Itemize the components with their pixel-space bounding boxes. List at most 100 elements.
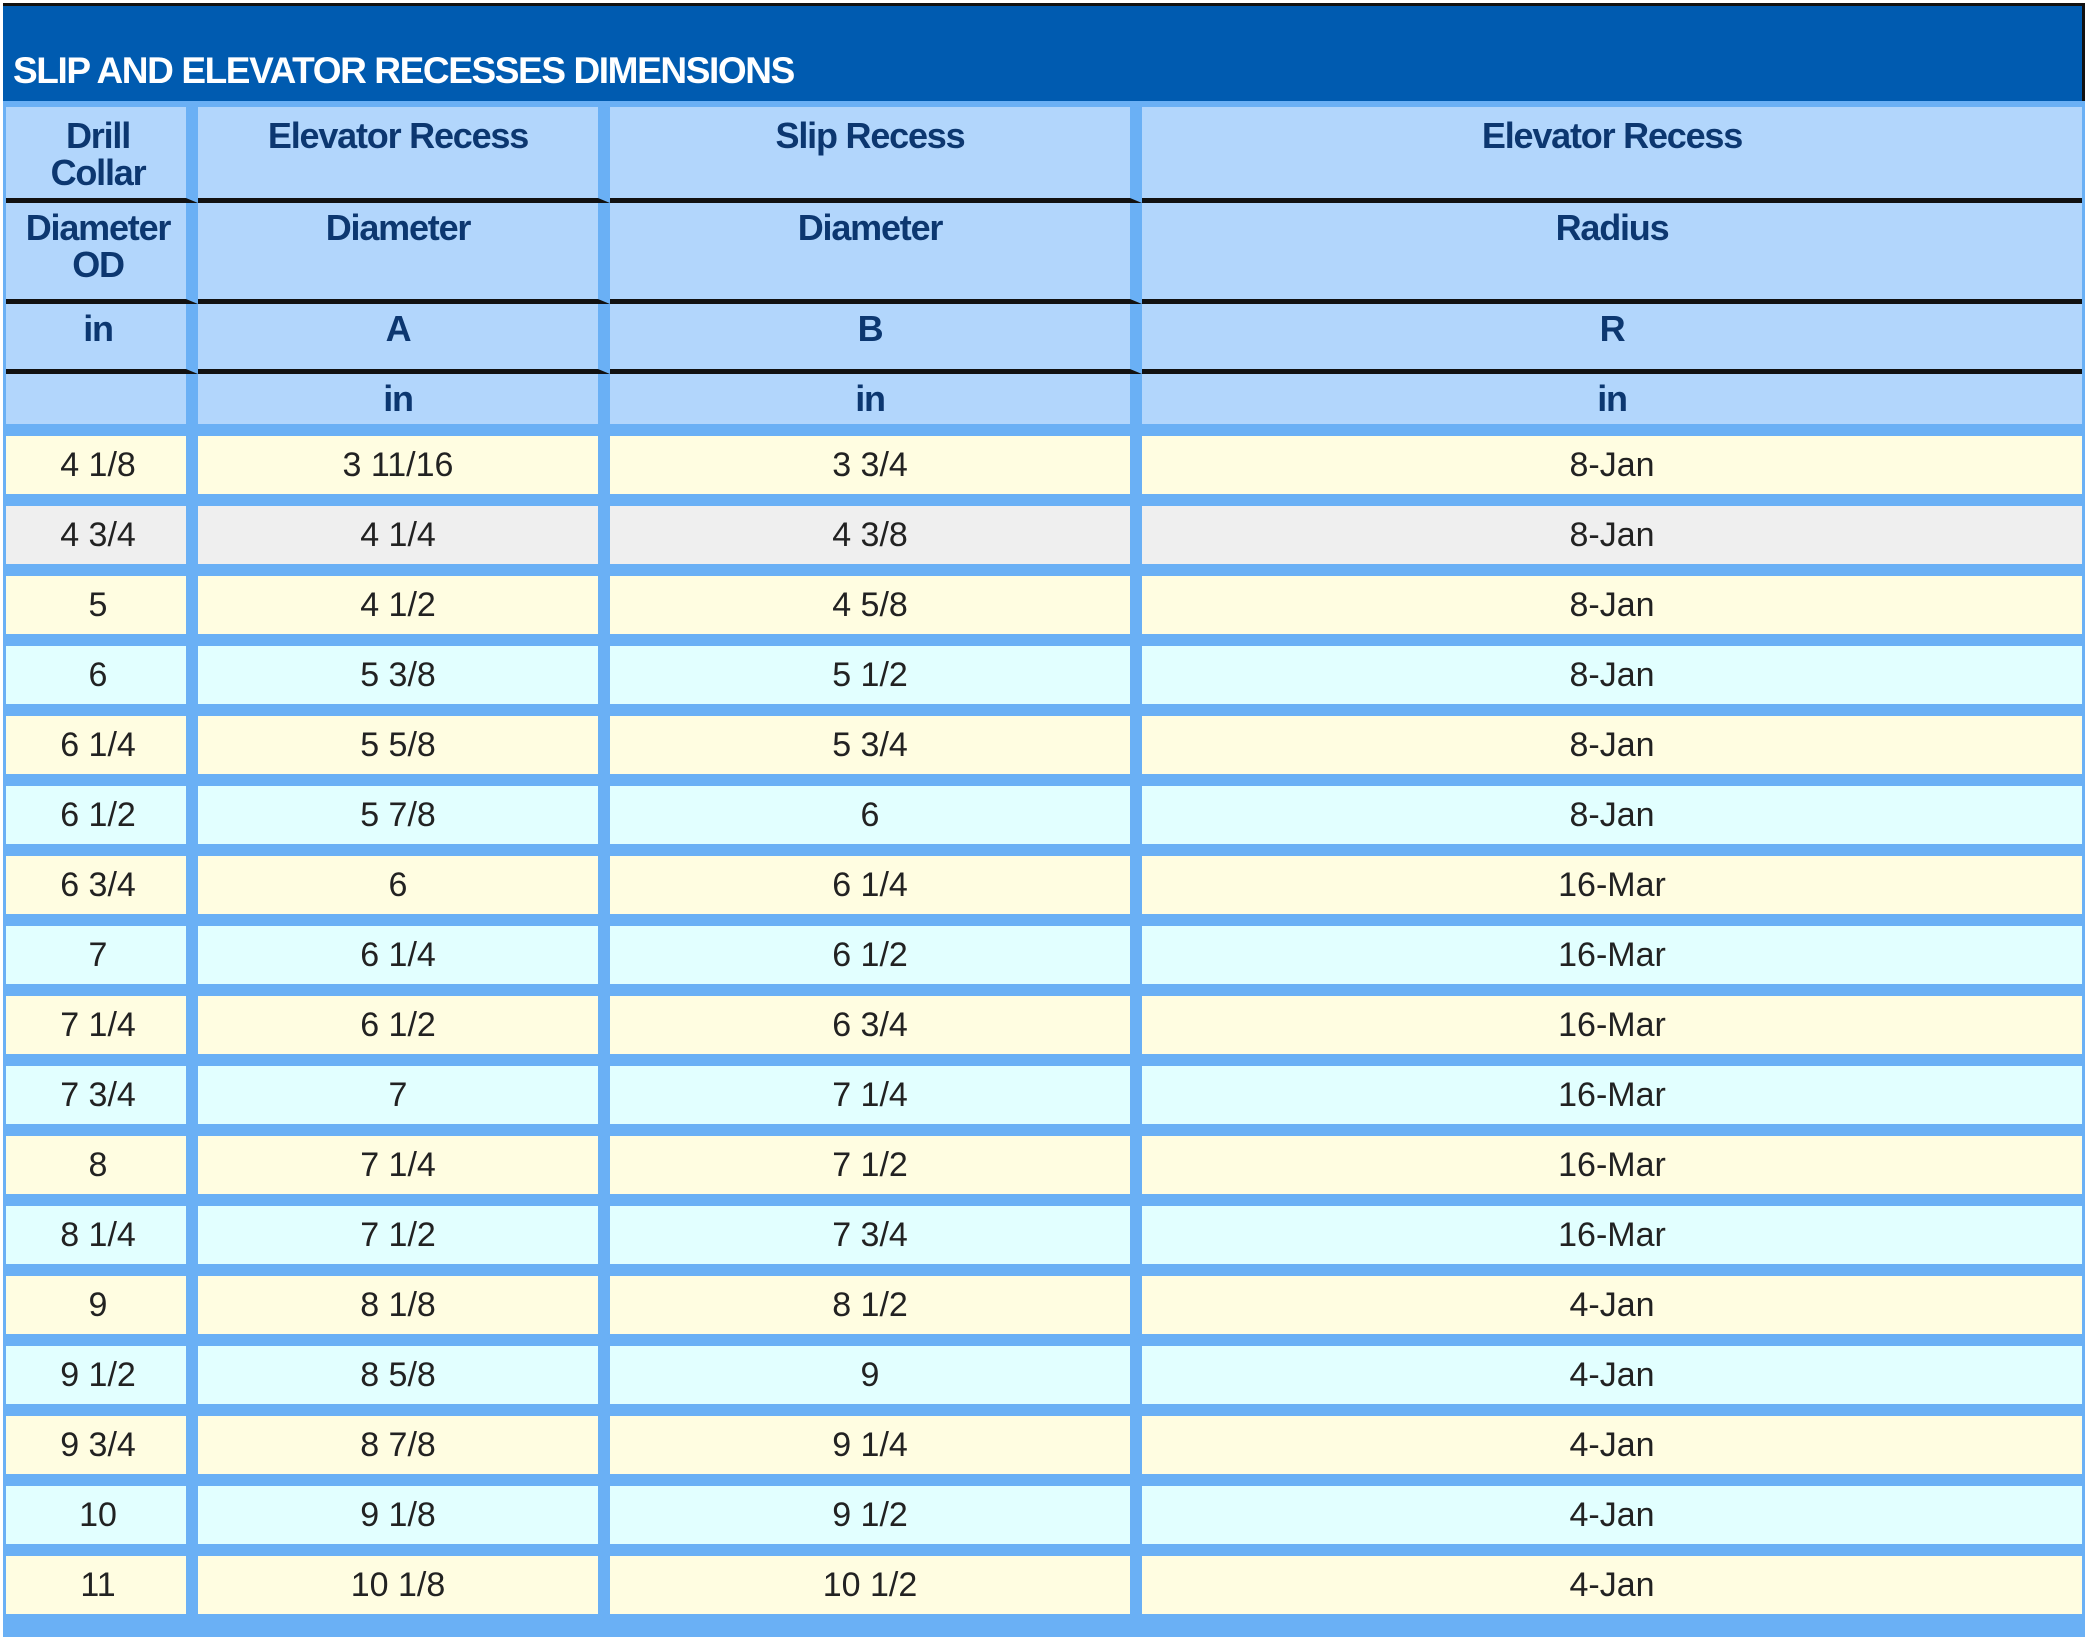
header-row-measures: Diameter OD Diameter Diameter Radius: [6, 203, 2082, 304]
cell-collar-od: 4 3/4: [6, 506, 198, 576]
cell-collar-od: 9 3/4: [6, 1416, 198, 1486]
cell-slip-diameter: 5 1/2: [610, 646, 1142, 716]
cell-slip-diameter: 9: [610, 1346, 1142, 1416]
cell-collar-od: 9 1/2: [6, 1346, 198, 1416]
cell-elevator-radius: 8-Jan: [1142, 646, 2082, 716]
header-symbol-a: A: [198, 304, 610, 374]
cell-slip-diameter: 5 3/4: [610, 716, 1142, 786]
cell-elevator-radius: 4-Jan: [1142, 1556, 2082, 1614]
table-row: 4 3/4 4 1/4 4 3/8 8-Jan: [6, 506, 2082, 576]
cell-elevator-diameter: 6 1/2: [198, 996, 610, 1066]
cell-elevator-radius: 8-Jan: [1142, 506, 2082, 576]
cell-elevator-radius: 8-Jan: [1142, 436, 2082, 506]
table-row: 9 3/4 8 7/8 9 1/4 4-Jan: [6, 1416, 2082, 1486]
table-row: 11 10 1/8 10 1/2 4-Jan: [6, 1556, 2082, 1614]
cell-elevator-diameter: 5 7/8: [198, 786, 610, 856]
cell-elevator-radius: 8-Jan: [1142, 576, 2082, 646]
cell-elevator-radius: 16-Mar: [1142, 1066, 2082, 1136]
cell-elevator-diameter: 8 5/8: [198, 1346, 610, 1416]
header-diameter-a: Diameter: [198, 203, 610, 304]
header-row-units: in in in: [6, 374, 2082, 436]
cell-slip-diameter: 6 3/4: [610, 996, 1142, 1066]
header-unit-od: in: [6, 304, 198, 374]
cell-elevator-diameter: 4 1/4: [198, 506, 610, 576]
table-row: 7 3/4 7 7 1/4 16-Mar: [6, 1066, 2082, 1136]
cell-elevator-radius: 4-Jan: [1142, 1416, 2082, 1486]
cell-collar-od: 6 1/4: [6, 716, 198, 786]
cell-collar-od: 9: [6, 1276, 198, 1346]
table-row: 6 1/4 5 5/8 5 3/4 8-Jan: [6, 716, 2082, 786]
cell-collar-od: 8: [6, 1136, 198, 1206]
cell-elevator-diameter: 6: [198, 856, 610, 926]
header-unit-blank: [6, 374, 198, 436]
table-row: 9 1/2 8 5/8 9 4-Jan: [6, 1346, 2082, 1416]
cell-slip-diameter: 3 3/4: [610, 436, 1142, 506]
cell-collar-od: 11: [6, 1556, 198, 1614]
cell-elevator-radius: 16-Mar: [1142, 1206, 2082, 1276]
title-bar: SLIP AND ELEVATOR RECESSES DIMENSIONS: [3, 3, 2085, 101]
cell-slip-diameter: 6: [610, 786, 1142, 856]
cell-elevator-diameter: 10 1/8: [198, 1556, 610, 1614]
header-drill-collar: Drill Collar: [6, 107, 198, 203]
cell-collar-od: 7 1/4: [6, 996, 198, 1066]
cell-slip-diameter: 7 1/4: [610, 1066, 1142, 1136]
cell-elevator-radius: 16-Mar: [1142, 856, 2082, 926]
table-row: 6 1/2 5 7/8 6 8-Jan: [6, 786, 2082, 856]
header-row-names: Drill Collar Elevator Recess Slip Recess…: [6, 107, 2082, 203]
cell-elevator-diameter: 5 5/8: [198, 716, 610, 786]
recess-dimensions-sheet: SLIP AND ELEVATOR RECESSES DIMENSIONS Dr…: [3, 3, 2085, 1637]
header-elevator-recess-radius: Elevator Recess: [1142, 107, 2082, 203]
cell-elevator-radius: 4-Jan: [1142, 1346, 2082, 1416]
cell-slip-diameter: 8 1/2: [610, 1276, 1142, 1346]
cell-slip-diameter: 4 5/8: [610, 576, 1142, 646]
cell-elevator-diameter: 7 1/2: [198, 1206, 610, 1276]
cell-elevator-diameter: 6 1/4: [198, 926, 610, 996]
cell-slip-diameter: 9 1/2: [610, 1486, 1142, 1556]
cell-slip-diameter: 6 1/4: [610, 856, 1142, 926]
cell-collar-od: 10: [6, 1486, 198, 1556]
cell-collar-od: 8 1/4: [6, 1206, 198, 1276]
header-diameter-b: Diameter: [610, 203, 1142, 304]
cell-elevator-radius: 4-Jan: [1142, 1486, 2082, 1556]
table-title: SLIP AND ELEVATOR RECESSES DIMENSIONS: [13, 50, 795, 91]
cell-elevator-diameter: 8 1/8: [198, 1276, 610, 1346]
cell-slip-diameter: 9 1/4: [610, 1416, 1142, 1486]
cell-slip-diameter: 4 3/8: [610, 506, 1142, 576]
cell-collar-od: 7 3/4: [6, 1066, 198, 1136]
table-row: 8 1/4 7 1/2 7 3/4 16-Mar: [6, 1206, 2082, 1276]
cell-elevator-radius: 16-Mar: [1142, 996, 2082, 1066]
cell-elevator-diameter: 3 11/16: [198, 436, 610, 506]
header-symbol-r: R: [1142, 304, 2082, 374]
header-row-symbols: in A B R: [6, 304, 2082, 374]
header-unit-r: in: [1142, 374, 2082, 436]
cell-collar-od: 4 1/8: [6, 436, 198, 506]
cell-collar-od: 5: [6, 576, 198, 646]
header-unit-b: in: [610, 374, 1142, 436]
header-slip-recess: Slip Recess: [610, 107, 1142, 203]
cell-slip-diameter: 7 1/2: [610, 1136, 1142, 1206]
cell-collar-od: 6 1/2: [6, 786, 198, 856]
cell-elevator-radius: 8-Jan: [1142, 786, 2082, 856]
table-row: 10 9 1/8 9 1/2 4-Jan: [6, 1486, 2082, 1556]
cell-elevator-radius: 4-Jan: [1142, 1276, 2082, 1346]
table-row: 6 3/4 6 6 1/4 16-Mar: [6, 856, 2082, 926]
cell-collar-od: 7: [6, 926, 198, 996]
cell-elevator-diameter: 7 1/4: [198, 1136, 610, 1206]
cell-elevator-diameter: 9 1/8: [198, 1486, 610, 1556]
header-symbol-b: B: [610, 304, 1142, 374]
table-row: 4 1/8 3 11/16 3 3/4 8-Jan: [6, 436, 2082, 506]
cell-collar-od: 6: [6, 646, 198, 716]
cell-elevator-radius: 16-Mar: [1142, 926, 2082, 996]
cell-elevator-diameter: 7: [198, 1066, 610, 1136]
cell-elevator-radius: 8-Jan: [1142, 716, 2082, 786]
header-unit-a: in: [198, 374, 610, 436]
header-elevator-recess: Elevator Recess: [198, 107, 610, 203]
cell-slip-diameter: 6 1/2: [610, 926, 1142, 996]
cell-elevator-diameter: 5 3/8: [198, 646, 610, 716]
cell-elevator-diameter: 8 7/8: [198, 1416, 610, 1486]
cell-slip-diameter: 10 1/2: [610, 1556, 1142, 1614]
